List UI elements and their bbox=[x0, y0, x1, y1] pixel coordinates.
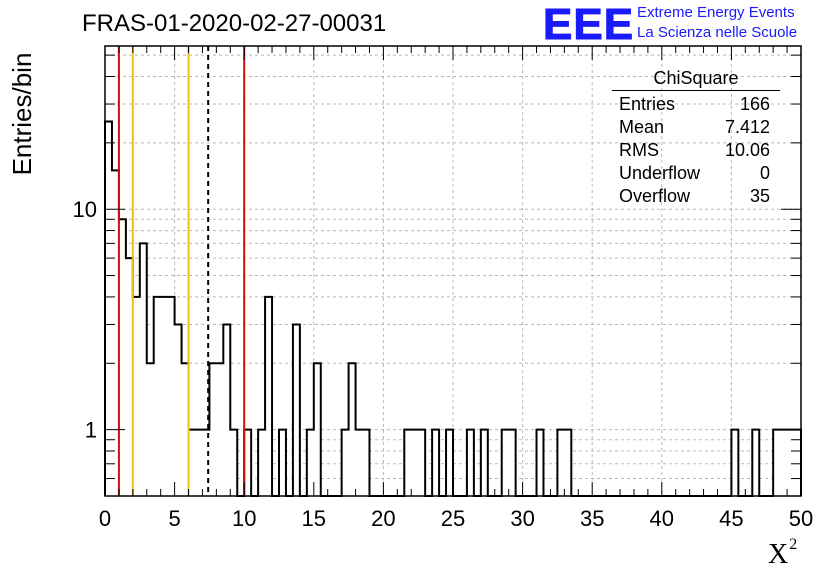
histogram-bar bbox=[223, 324, 231, 496]
axis-tick-labels: 0 5 10 15 20 25 30 35 40 45 50 1 10 bbox=[73, 197, 814, 531]
histogram-bar bbox=[355, 429, 363, 496]
histogram-bar bbox=[216, 363, 224, 496]
histogram-bar bbox=[174, 324, 182, 496]
histogram-bar bbox=[111, 170, 119, 496]
histogram-bar bbox=[480, 429, 488, 496]
logo-line-2: La Scienza nelle Scuole bbox=[637, 24, 798, 41]
histogram-bar bbox=[341, 429, 349, 496]
stats-label: Overflow bbox=[619, 186, 691, 206]
stats-title: ChiSquare bbox=[612, 66, 780, 91]
stats-value: 35 bbox=[749, 186, 770, 206]
logo-line-1: Extreme Energy Events bbox=[637, 4, 795, 21]
histogram-bar bbox=[202, 429, 210, 496]
stats-value: 7.412 bbox=[724, 117, 770, 137]
x-tick-label: 0 bbox=[99, 506, 111, 531]
x-tick-label: 5 bbox=[168, 506, 180, 531]
x-tick-label: 45 bbox=[719, 506, 743, 531]
histogram-bar bbox=[292, 324, 300, 496]
x-axis-label: X2 bbox=[768, 536, 797, 571]
histogram-bar bbox=[167, 296, 175, 496]
x-tick-label: 20 bbox=[371, 506, 395, 531]
x-tick-label: 30 bbox=[510, 506, 534, 531]
y-axis-label: Entries/bin bbox=[7, 52, 37, 176]
x-tick-label: 25 bbox=[441, 506, 465, 531]
histogram-bar bbox=[209, 363, 217, 496]
histogram-bar bbox=[362, 429, 370, 496]
histogram-bar bbox=[146, 363, 154, 496]
histogram-bar bbox=[118, 219, 126, 496]
histogram-bar bbox=[780, 429, 788, 496]
histogram-bar bbox=[244, 429, 252, 496]
stats-value: 166 bbox=[739, 94, 770, 114]
histogram-bar bbox=[411, 429, 419, 496]
chart-title: FRAS-01-2020-02-27-00031 bbox=[82, 10, 387, 37]
histogram-bar bbox=[306, 429, 314, 496]
stats-label: Mean bbox=[619, 117, 665, 137]
histogram-bar bbox=[348, 363, 356, 496]
x-tick-label: 15 bbox=[302, 506, 326, 531]
histogram-bar bbox=[160, 296, 168, 496]
histogram-bar bbox=[105, 121, 112, 497]
logo-mark: EEE bbox=[542, 0, 635, 50]
stats-row-mean: Mean 7.412 bbox=[612, 116, 780, 139]
histogram-bar bbox=[794, 429, 801, 496]
x-tick-label: 40 bbox=[650, 506, 674, 531]
x-tick-label: 35 bbox=[580, 506, 604, 531]
histogram-bar bbox=[404, 429, 412, 496]
histogram-bar bbox=[508, 429, 516, 496]
histogram-bar bbox=[153, 296, 161, 496]
x-axis-superscript: 2 bbox=[789, 536, 798, 553]
stats-value: 0 bbox=[759, 163, 770, 183]
histogram-bar bbox=[564, 429, 572, 496]
histogram-bar bbox=[313, 363, 321, 496]
histogram-bar bbox=[279, 429, 286, 496]
histogram-bar bbox=[787, 429, 795, 496]
histogram-bar bbox=[195, 429, 203, 496]
x-axis-symbol: X bbox=[768, 539, 789, 570]
x-tick-label: 50 bbox=[789, 506, 813, 531]
histogram-bar bbox=[466, 429, 474, 496]
y-tick-label: 10 bbox=[73, 197, 97, 222]
stats-label: RMS bbox=[619, 140, 659, 160]
histogram-bar bbox=[181, 363, 189, 496]
histogram-bar bbox=[132, 296, 140, 496]
histogram-bar bbox=[501, 429, 509, 496]
y-tick-label: 1 bbox=[85, 418, 97, 443]
stats-label: Underflow bbox=[619, 163, 701, 183]
histogram-bar bbox=[536, 429, 544, 496]
stats-row-entries: Entries 166 bbox=[612, 93, 780, 116]
histogram-bar bbox=[230, 429, 238, 496]
eee-logo: EEE Extreme Energy Events La Scienza nel… bbox=[542, 0, 833, 50]
stats-box: ChiSquare Entries 166 Mean 7.412 RMS 10.… bbox=[612, 66, 780, 208]
histogram-bar bbox=[752, 429, 760, 496]
histogram-bar bbox=[265, 296, 273, 496]
stats-value: 10.06 bbox=[724, 140, 770, 160]
histogram-bar bbox=[773, 429, 781, 496]
reference-lines bbox=[117, 46, 246, 496]
stats-row-underflow: Underflow 0 bbox=[612, 162, 780, 185]
stats-label: Entries bbox=[619, 94, 676, 114]
axis-ticks bbox=[104, 46, 802, 496]
histogram-bar bbox=[188, 429, 196, 496]
histogram-bar bbox=[731, 429, 739, 496]
histogram-bar bbox=[557, 429, 565, 496]
x-tick-label: 10 bbox=[232, 506, 256, 531]
histogram-bar bbox=[418, 429, 426, 496]
histogram-bar bbox=[139, 243, 147, 496]
histogram-bar bbox=[446, 429, 453, 496]
histogram-bar bbox=[432, 429, 440, 496]
stats-row-overflow: Overflow 35 bbox=[612, 185, 780, 208]
histogram-bar bbox=[125, 258, 133, 496]
stats-row-rms: RMS 10.06 bbox=[612, 139, 780, 162]
histogram-bar bbox=[258, 429, 266, 496]
